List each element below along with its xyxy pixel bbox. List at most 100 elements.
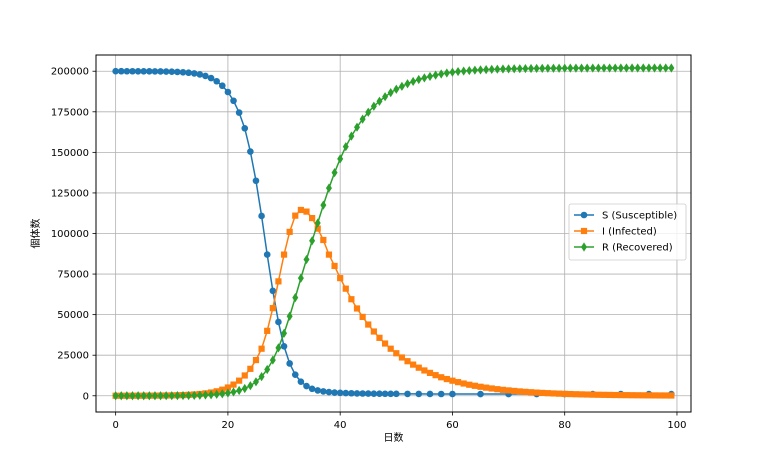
data-point	[269, 305, 276, 312]
data-point	[466, 381, 473, 388]
data-point	[224, 384, 232, 391]
data-point	[494, 386, 501, 393]
x-tick-label: 20	[222, 420, 235, 431]
data-point	[252, 356, 260, 364]
data-point	[342, 285, 349, 292]
data-point	[527, 389, 535, 396]
data-point	[544, 63, 551, 73]
data-point	[432, 372, 439, 379]
data-point	[584, 63, 591, 73]
data-point	[410, 361, 417, 368]
data-point	[382, 92, 389, 102]
data-point	[567, 390, 574, 398]
x-tick-label: 100	[667, 420, 686, 431]
data-point	[348, 389, 355, 397]
data-point	[275, 318, 282, 326]
data-point	[241, 125, 249, 132]
data-point	[129, 391, 136, 401]
data-point	[662, 63, 669, 73]
data-point	[640, 63, 647, 73]
data-point	[353, 390, 361, 397]
data-point	[662, 392, 669, 399]
data-point	[292, 212, 299, 219]
data-point	[387, 390, 394, 398]
data-point	[494, 64, 501, 74]
data-point	[337, 275, 344, 282]
data-point	[303, 382, 310, 390]
data-point	[235, 109, 243, 116]
data-point	[606, 63, 613, 73]
data-point	[359, 390, 366, 397]
legend-label: R (Recovered)	[602, 243, 673, 254]
data-point	[247, 365, 254, 372]
data-point	[208, 390, 215, 400]
data-point	[555, 390, 563, 397]
data-point	[320, 200, 327, 210]
data-point	[488, 385, 495, 392]
data-point	[589, 391, 596, 398]
data-point	[202, 72, 209, 80]
data-point	[134, 67, 142, 75]
x-tick-label: 60	[446, 420, 459, 431]
data-point	[236, 377, 243, 384]
data-point	[516, 64, 523, 74]
y-tick-label: 50000	[57, 310, 89, 321]
data-point	[387, 88, 394, 98]
data-point	[511, 387, 518, 395]
data-point	[437, 390, 445, 398]
data-point	[398, 81, 405, 91]
data-point	[202, 390, 209, 400]
data-point	[595, 391, 602, 398]
data-point	[449, 67, 456, 77]
data-point	[578, 391, 585, 398]
data-point	[370, 328, 377, 335]
data-point	[634, 392, 641, 399]
data-point	[303, 208, 310, 215]
legend-item: S (Susceptible)	[574, 211, 677, 222]
data-point	[612, 391, 619, 399]
data-point	[247, 148, 254, 155]
data-point	[376, 96, 383, 106]
data-point	[516, 388, 523, 395]
data-point	[258, 372, 265, 382]
data-point	[460, 66, 467, 76]
data-point	[651, 63, 658, 73]
y-tick-label: 25000	[57, 351, 89, 362]
data-point	[151, 68, 159, 75]
legend-marker	[580, 227, 588, 235]
data-point	[511, 64, 518, 74]
data-point	[370, 390, 378, 397]
data-point	[297, 206, 304, 214]
data-point	[129, 67, 136, 75]
data-point	[645, 392, 653, 399]
data-point	[584, 391, 591, 398]
data-point	[264, 364, 271, 375]
data-point	[364, 390, 372, 397]
data-point	[561, 63, 568, 73]
data-point	[146, 68, 153, 75]
y-tick-label: 0	[83, 391, 89, 402]
data-point	[207, 74, 215, 82]
data-point	[505, 387, 512, 394]
data-point	[163, 391, 170, 401]
data-point	[140, 391, 147, 401]
data-point	[533, 63, 540, 74]
data-point	[488, 64, 495, 74]
data-point	[370, 101, 377, 111]
data-point	[645, 63, 652, 73]
data-point	[196, 390, 203, 400]
data-point	[348, 131, 355, 141]
data-point	[449, 377, 456, 384]
data-point	[118, 391, 125, 401]
data-point	[466, 65, 473, 76]
y-tick-label: 200000	[51, 67, 89, 78]
data-point	[247, 381, 254, 391]
data-point	[314, 218, 321, 228]
data-point	[325, 251, 333, 258]
data-point	[404, 79, 411, 89]
data-point	[348, 296, 355, 303]
data-point	[471, 382, 478, 389]
data-point	[415, 364, 422, 371]
data-point	[381, 390, 389, 398]
data-point	[528, 63, 535, 74]
